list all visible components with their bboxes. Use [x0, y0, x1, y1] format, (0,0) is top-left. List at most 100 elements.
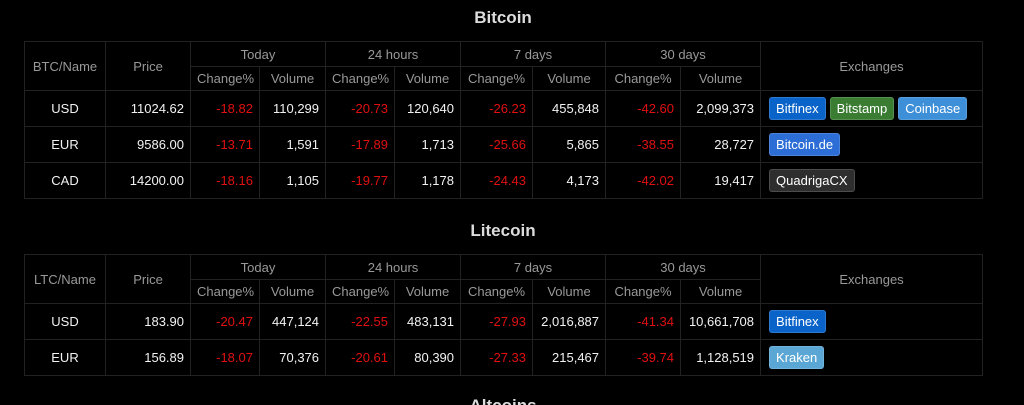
section-title: Litecoin — [470, 221, 536, 240]
value-cell: -25.66 — [460, 126, 534, 163]
group-header: Today — [189, 41, 327, 67]
price-table: LTC/Name Price Today 24 hours 7 days 30 days E… — [24, 254, 984, 376]
value-cell: -22.55 — [325, 303, 396, 340]
data-row: EUR 156.89 -18.07 70,376 -20.61 80,390 -27.33 2… — [24, 339, 984, 376]
subheader-cell: Change% — [190, 66, 260, 91]
exchanges-cell: Kraken — [760, 339, 984, 376]
header-cell: LTC/Name — [24, 254, 106, 304]
value-cell: 483,131 — [394, 303, 462, 340]
exchange-button[interactable]: QuadrigaCX — [769, 169, 855, 192]
next-section-clip: Altcoins — [24, 396, 982, 405]
exchanges-cell: QuadrigaCX — [760, 162, 984, 199]
header-cell: Price — [105, 254, 191, 304]
exchange-button[interactable]: Bitfinex — [769, 310, 826, 333]
value-cell: -27.93 — [460, 303, 534, 340]
value-cell: -20.61 — [325, 339, 396, 376]
value-cell: 2,099,373 — [680, 90, 762, 127]
subheader-cell: Volume — [258, 66, 327, 91]
currency-cell: EUR — [24, 339, 106, 376]
group-header: 24 hours — [325, 254, 462, 280]
exchange-button[interactable]: Kraken — [769, 346, 825, 369]
subheader-cell: Volume — [532, 279, 607, 304]
value-cell: 70,376 — [258, 339, 327, 376]
currency-cell: CAD — [24, 162, 106, 199]
value-cell: 11024.62 — [105, 90, 191, 127]
price-table: BTC/Name Price Today 24 hours 7 days 30 days E… — [24, 41, 984, 199]
value-cell: -42.60 — [605, 90, 682, 127]
value-cell: -17.89 — [325, 126, 396, 163]
value-cell: -41.34 — [605, 303, 682, 340]
group-header: 30 days — [605, 254, 762, 280]
value-cell: 14200.00 — [105, 162, 191, 199]
value-cell: 1,713 — [394, 126, 462, 163]
value-cell: 455,848 — [532, 90, 607, 127]
subheader-row: Change% Volume Change% Volume Change% Volume C… — [25, 66, 983, 91]
subheader-cell: Volume — [258, 279, 327, 304]
section-title: Altcoins — [24, 396, 982, 405]
value-cell: -24.43 — [460, 162, 534, 199]
value-cell: 215,467 — [532, 339, 607, 376]
value-cell: 156.89 — [105, 339, 191, 376]
exchanges-cell: Bitcoin.de — [760, 126, 984, 163]
subheader-cell: Volume — [394, 66, 462, 91]
value-cell: 1,591 — [258, 126, 327, 163]
data-row: USD 11024.62 -18.82 110,299 -20.73 120,640 -26… — [24, 90, 984, 127]
value-cell: 28,727 — [680, 126, 762, 163]
value-cell: 110,299 — [258, 90, 327, 127]
exchanges-cell: Bitfinex Bitstamp Coinbase — [760, 90, 984, 127]
value-cell: 1,178 — [394, 162, 462, 199]
value-cell: 4,173 — [532, 162, 607, 199]
value-cell: -19.77 — [325, 162, 396, 199]
group-header: Today — [189, 254, 327, 280]
header-cell: Price — [105, 41, 191, 91]
value-cell: -18.16 — [190, 162, 260, 199]
value-cell: -20.73 — [325, 90, 396, 127]
header-cell: BTC/Name — [24, 41, 106, 91]
value-cell: -27.33 — [460, 339, 534, 376]
subheader-cell: Change% — [190, 279, 260, 304]
exchanges-cell: Bitfinex — [760, 303, 984, 340]
value-cell: 5,865 — [532, 126, 607, 163]
value-cell: -39.74 — [605, 339, 682, 376]
value-cell: 183.90 — [105, 303, 191, 340]
subheader-cell: Change% — [605, 66, 682, 91]
exchange-button[interactable]: Bitstamp — [829, 97, 895, 120]
value-cell: -18.82 — [190, 90, 260, 127]
value-cell: -13.71 — [190, 126, 260, 163]
value-cell: 120,640 — [394, 90, 462, 127]
subheader-cell: Change% — [605, 279, 682, 304]
value-cell: 1,105 — [258, 162, 327, 199]
header-cell: Exchanges — [760, 41, 984, 91]
value-cell: 9586.00 — [105, 126, 191, 163]
currency-cell: EUR — [24, 126, 106, 163]
value-cell: 447,124 — [258, 303, 327, 340]
value-cell: -26.23 — [460, 90, 534, 127]
header-cell: Exchanges — [760, 254, 984, 304]
exchange-button[interactable]: Coinbase — [898, 97, 968, 120]
value-cell: 19,417 — [680, 162, 762, 199]
subheader-cell: Change% — [460, 279, 534, 304]
subheader-cell: Volume — [394, 279, 462, 304]
header-row: BTC/Name Price Today 24 hours 7 days 30 days E… — [24, 41, 984, 91]
currency-cell: USD — [24, 90, 106, 127]
group-header: 7 days — [460, 254, 607, 280]
subheader-cell: Volume — [680, 279, 762, 304]
value-cell: 10,661,708 — [680, 303, 762, 340]
group-header: 30 days — [605, 41, 762, 67]
value-cell: -38.55 — [605, 126, 682, 163]
value-cell: -20.47 — [190, 303, 260, 340]
subheader-row: Change% Volume Change% Volume Change% Volume C… — [25, 279, 983, 304]
subheader-cell: Change% — [325, 279, 396, 304]
data-row: CAD 14200.00 -18.16 1,105 -19.77 1,178 -24.43 4… — [24, 162, 984, 199]
section-title: Bitcoin — [474, 8, 532, 27]
subheader-cell: Change% — [325, 66, 396, 91]
currency-cell: USD — [24, 303, 106, 340]
header-row: LTC/Name Price Today 24 hours 7 days 30 days E… — [24, 254, 984, 304]
group-header: 7 days — [460, 41, 607, 67]
value-cell: -18.07 — [190, 339, 260, 376]
exchange-button[interactable]: Bitfinex — [769, 97, 826, 120]
subheader-cell: Volume — [680, 66, 762, 91]
value-cell: -42.02 — [605, 162, 682, 199]
exchange-button[interactable]: Bitcoin.de — [769, 133, 841, 156]
